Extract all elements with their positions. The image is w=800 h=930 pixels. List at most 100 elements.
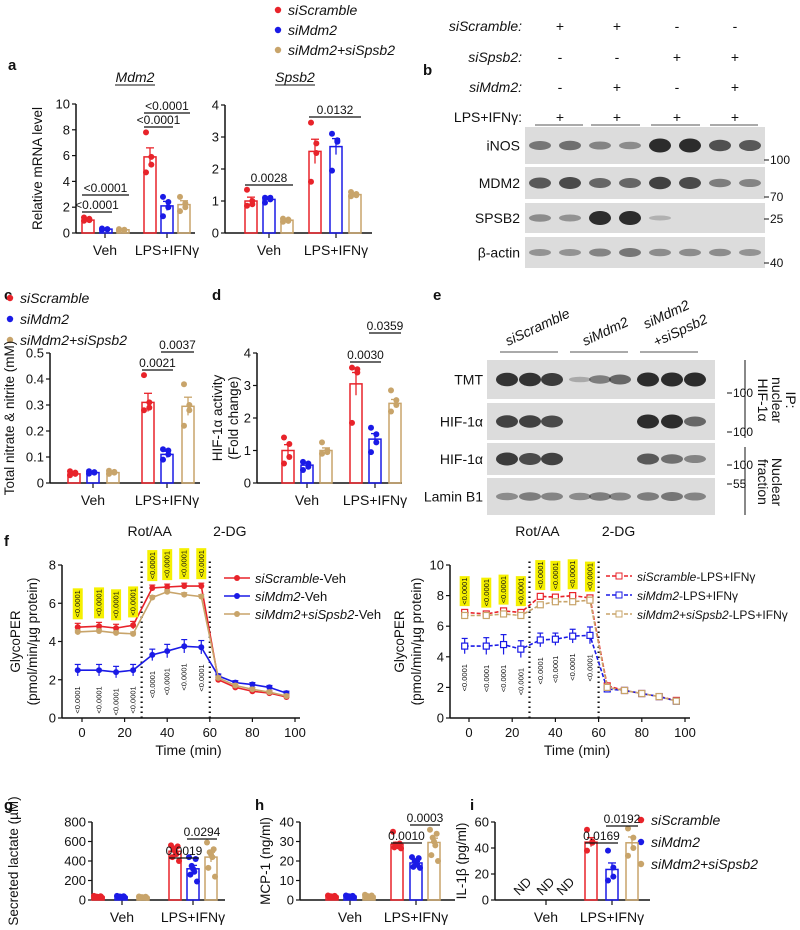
legend-label-suffix: -Veh [319,571,346,586]
blot-band [637,414,659,429]
data-point [181,591,188,598]
blot-membrane [525,237,765,268]
p-value-annotation: <0.0001 [568,653,577,680]
data-point [164,588,171,595]
data-point [280,218,286,225]
y-tick-label: 0.3 [26,398,44,413]
data-point [300,458,306,465]
x-category-label: LPS+IFNγ [135,492,199,508]
condition-label: LPS+IFNγ: [454,109,522,125]
blot-band [559,140,581,151]
legend-label-suffix: -LPS+IFNγ [696,570,755,584]
blot-band [661,414,683,429]
y-axis-title: IL-1β (pg/ml) [454,823,469,900]
data-point [390,828,396,835]
data-point [113,625,120,632]
data-point [435,858,441,864]
blot-band [684,492,706,501]
bar-chart-a-spsb2: 0 1 2 3 4 Veh LPS+IFNγ 0.0028 0.0132 Spsb2 [212,69,372,258]
p-value-highlight [147,550,158,582]
data-point [638,689,646,698]
data-point [417,864,423,871]
data-point [249,686,256,693]
data-point [393,402,400,408]
legend-label: siMdm2 [288,22,337,38]
x-tick-label: 40 [160,725,174,740]
p-value-label: 0.0028 [251,171,288,185]
blot-band [684,372,706,387]
p-value-annotation: <0.0001 [536,561,545,588]
data-point [99,226,105,233]
fraction-label: fraction [755,459,771,505]
y-axis-title: Total nitrate & nitrite (mM) [2,341,17,496]
data-point [313,140,320,147]
data-point [461,611,469,620]
x-category-label: Veh [295,492,319,508]
ip-label: HIF-1α [755,378,771,421]
y-tick-label: 10 [280,873,294,888]
injection-label: Rot/AA [127,523,172,539]
data-point [610,864,617,871]
p-value-label: 0.0021 [139,356,176,370]
data-point [111,469,118,476]
blot-band [619,248,641,257]
blot-row-label: MDM2 [479,175,520,191]
blot-band [541,415,563,428]
bar [368,438,382,484]
y-tick-label: 30 [280,834,294,849]
condition-sign: + [731,109,739,125]
condition-sign: + [613,79,621,95]
data-point [181,583,188,590]
y-tick-label: 20 [280,854,294,869]
p-value-highlight [535,560,546,591]
y-tick-label: 0.5 [26,346,44,361]
data-point [165,204,172,211]
blot-band [589,492,611,501]
legend-label-italic: siMdm2 [637,589,679,603]
p-value-annotation: <0.0001 [95,686,104,713]
bar [349,383,363,484]
y-tick-label: 20 [475,867,489,882]
bar [427,841,441,901]
data-point [266,684,273,691]
y-tick-label: 3 [244,378,251,393]
blot-band [619,211,641,225]
condition-sign: + [673,109,681,125]
legend-dot [6,336,14,344]
data-point [536,592,544,600]
x-category-label: Veh [257,242,281,258]
molecular-weight-marker: 100 [733,386,753,400]
data-point [329,167,335,174]
legend-dot [6,294,14,302]
y-axis-title: Relative mRNA level [30,107,45,230]
condition-sign: - [675,79,680,95]
blot-row-label: HIF-1α [440,414,483,430]
data-point [655,692,663,701]
p-value-annotation: <0.0001 [163,668,172,695]
data-point [72,470,79,477]
legend-label: siMdm2+siSpsb2 [651,856,758,872]
data-point [130,630,137,637]
p-value-annotation: <0.0001 [148,552,157,579]
legend-label: siMdm2+siSpsb2 [20,332,127,348]
blot-row-label: iNOS [487,138,520,154]
p-value-label: 0.0132 [317,103,354,117]
y-tick-label: 3 [212,130,219,145]
blot-band [519,372,541,387]
data-point [398,845,404,852]
p-value-annotation: <0.0001 [499,576,508,603]
x-axis-title: Time (min) [155,742,221,758]
panel-label-i: i [470,797,474,814]
y-tick-label: 0 [482,893,489,908]
panel-label-g: g [4,797,13,814]
blot-band [679,177,701,189]
condition-label: siMdm2: [469,79,522,95]
blot-row-label: Lamin B1 [424,489,483,505]
legend-label-italic: siScramble [637,570,697,584]
p-value-label: 0.0030 [347,348,384,362]
data-point [99,894,105,901]
panel-label-e: e [433,287,441,304]
y-tick-label: 800 [64,815,86,830]
y-tick-label: 600 [64,834,86,849]
